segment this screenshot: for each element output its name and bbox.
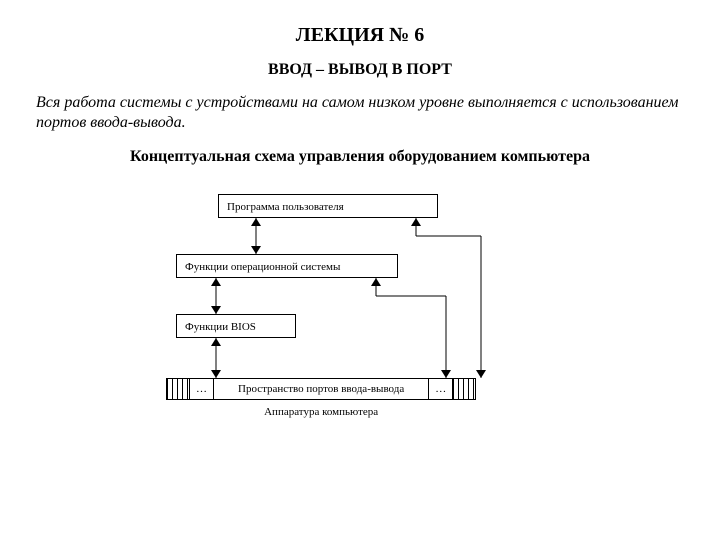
intro-text: Вся работа системы с устройствами на сам… (36, 93, 684, 134)
dots-left: … (190, 379, 213, 399)
hatched-right (453, 379, 475, 399)
dots-right: … (429, 379, 452, 399)
node-os: Функции операционной системы (176, 254, 398, 278)
diagram: Программа пользователя Функции операционн… (36, 184, 684, 464)
page-subtitle: ВВОД – ВЫВОД В ПОРТ (36, 61, 684, 79)
schema-title: Концептуальная схема управления оборудов… (36, 148, 684, 166)
node-user: Программа пользователя (218, 194, 438, 218)
ports-label: Пространство портов ввода-вывода (214, 379, 428, 399)
node-bios: Функции BIOS (176, 314, 296, 338)
hatched-left (167, 379, 189, 399)
diagram-connectors (36, 184, 684, 464)
page-title: ЛЕКЦИЯ № 6 (36, 24, 684, 47)
hardware-caption: Аппаратура компьютера (264, 406, 378, 418)
node-ports-bar: …Пространство портов ввода-вывода… (166, 378, 476, 400)
